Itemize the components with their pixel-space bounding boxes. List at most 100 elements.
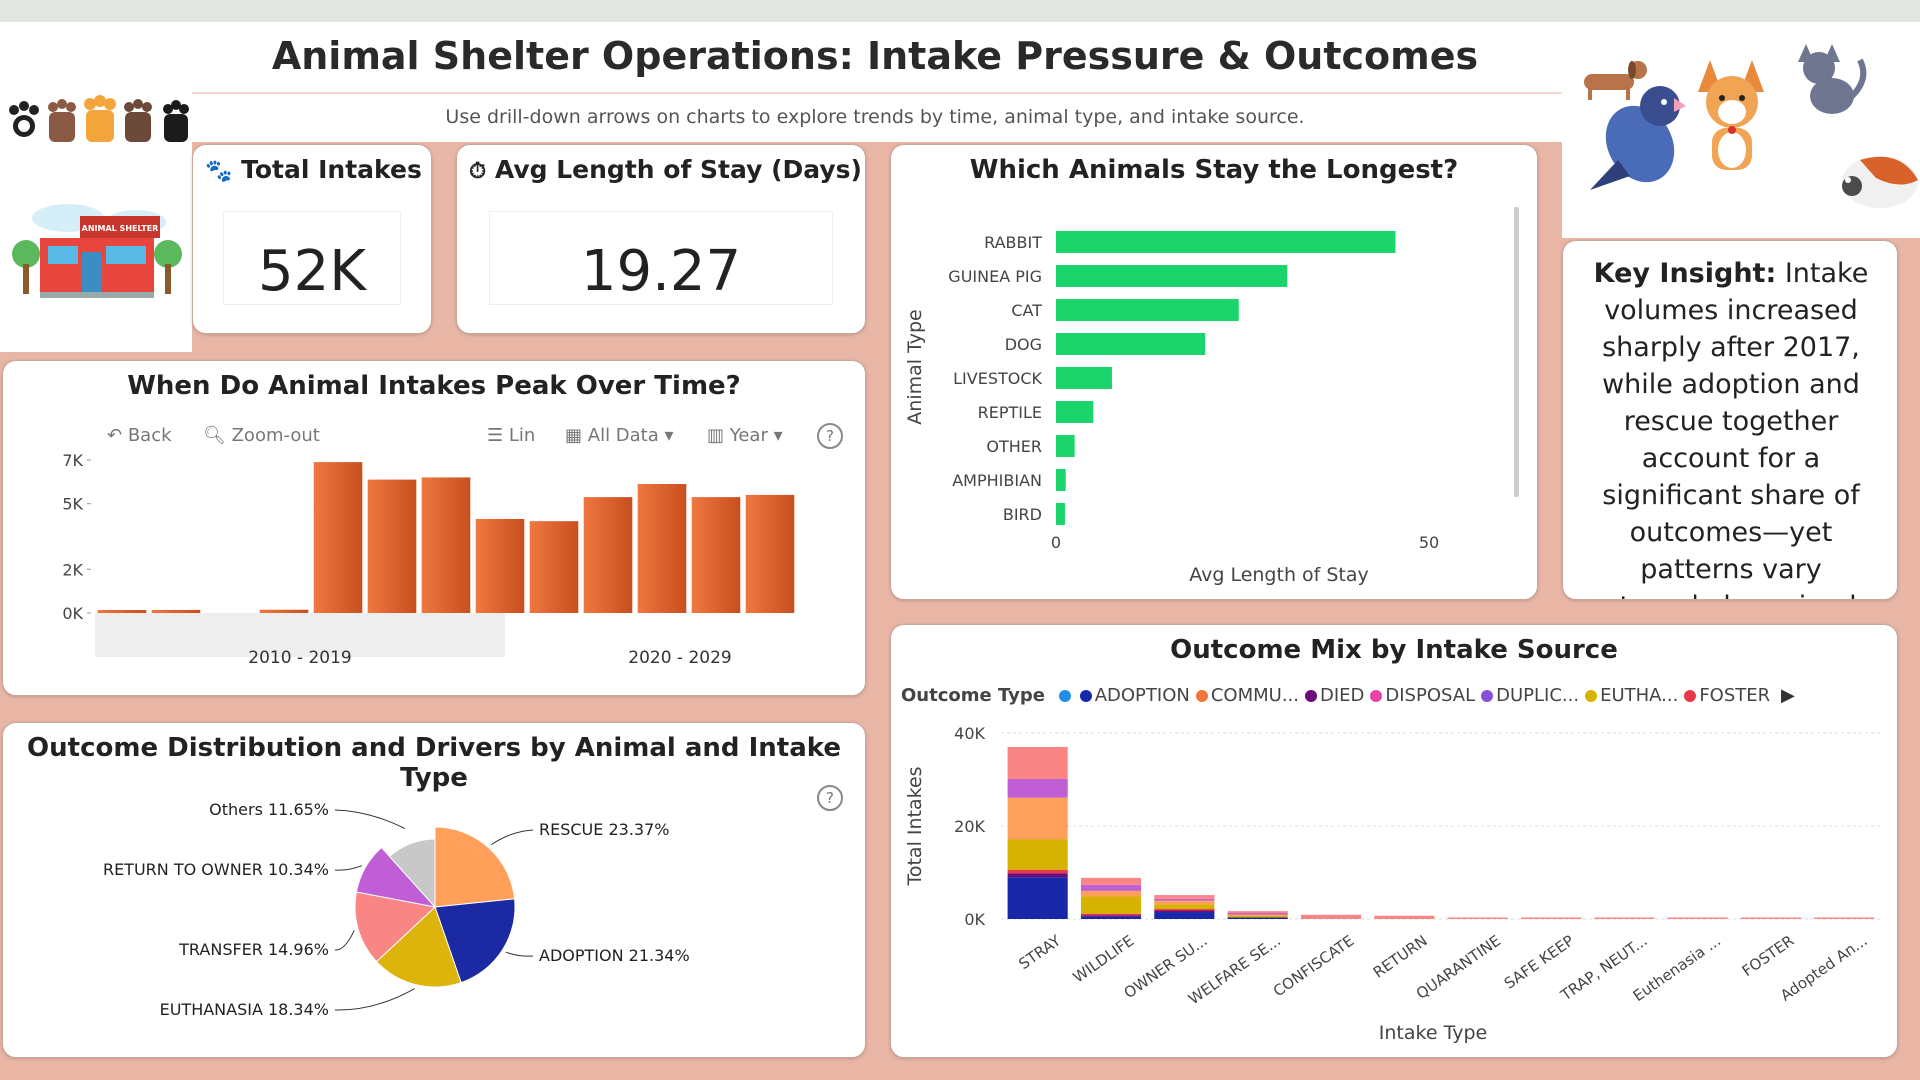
stay-bar[interactable] <box>1056 503 1065 525</box>
stay-bar[interactable] <box>1056 401 1094 423</box>
stacked-segment[interactable] <box>1154 912 1215 919</box>
legend-item[interactable]: DUPLIC... <box>1481 685 1579 706</box>
stacked-segment[interactable] <box>1154 895 1215 899</box>
pie-label: Others 11.65% <box>209 800 329 819</box>
stacked-segment[interactable] <box>1154 898 1215 901</box>
stay-bar[interactable] <box>1056 231 1396 253</box>
legend-item[interactable]: DISPOSAL <box>1370 685 1475 706</box>
paw-prints-illustration <box>9 95 189 142</box>
intake-bar[interactable] <box>367 479 417 613</box>
outcome-mix-card[interactable]: Outcome Mix by Intake Source Outcome Typ… <box>890 624 1898 1058</box>
length-of-stay-chart-card[interactable]: Which Animals Stay the Longest? RABBIT GU… <box>890 144 1538 600</box>
stacked-segment[interactable] <box>1007 746 1068 780</box>
stacked-segment[interactable] <box>1007 877 1068 919</box>
legend-item[interactable]: ADOPTION <box>1079 685 1190 706</box>
outcome-pie-chart[interactable]: RESCUE 23.37% ADOPTION 21.34% EUTHANASIA 1… <box>3 723 865 1057</box>
stacked-segment[interactable] <box>1007 797 1068 840</box>
intake-bar[interactable] <box>151 609 201 613</box>
stacked-segment[interactable] <box>1154 909 1215 911</box>
all-data-dropdown[interactable]: ▦ All Data ▾ <box>565 425 674 446</box>
linear-scale-button[interactable]: ☰ Lin <box>487 425 536 446</box>
pie-slice[interactable] <box>355 846 437 908</box>
stacked-segment[interactable] <box>1007 869 1068 874</box>
kpi-header: 🐾 Total Intakes <box>205 155 422 184</box>
pie-slice[interactable] <box>434 898 516 984</box>
stacked-segment[interactable] <box>1154 904 1215 910</box>
stacked-segment[interactable] <box>1520 917 1582 920</box>
stacked-segment[interactable] <box>1227 916 1288 918</box>
pie-slice[interactable] <box>434 826 516 908</box>
length-of-stay-bar-chart[interactable]: RABBIT GUINEA PIG CAT DOG LIVESTOCK REPTILE OT… <box>891 145 1537 599</box>
intake-bar[interactable] <box>313 462 363 613</box>
title-divider <box>192 92 1562 94</box>
outcome-distribution-card[interactable]: Outcome Distribution and Drivers by Anim… <box>2 722 866 1058</box>
stacked-segment[interactable] <box>1227 917 1288 920</box>
stacked-segment[interactable] <box>1080 884 1142 891</box>
stacked-segment[interactable] <box>1374 915 1435 919</box>
zoom-out-button[interactable]: 🔍︎ Zoom-out <box>203 425 320 446</box>
stay-bar[interactable] <box>1056 469 1066 491</box>
stacked-segment[interactable] <box>1300 914 1362 919</box>
stacked-segment[interactable] <box>1594 917 1655 920</box>
stacked-segment[interactable] <box>1080 877 1142 885</box>
legend-next-icon[interactable]: ▶ <box>1781 685 1795 706</box>
stacked-segment[interactable] <box>1154 910 1215 913</box>
stacked-segment[interactable] <box>1080 916 1142 919</box>
x-tick-label: RETURN <box>1370 932 1431 982</box>
stacked-segment[interactable] <box>1080 913 1142 916</box>
kpi-card-avg-length-of-stay[interactable]: ⏱ Avg Length of Stay (Days) 19.27 <box>456 144 866 334</box>
legend-label: DIED <box>1319 685 1365 706</box>
legend-item[interactable]: DIED <box>1304 685 1365 706</box>
stacked-segment[interactable] <box>1007 873 1068 878</box>
stacked-segment[interactable] <box>1227 914 1288 917</box>
pie-slice[interactable] <box>388 838 436 909</box>
y-axis-title: Animal Type <box>904 309 926 424</box>
stacked-segment[interactable] <box>1740 917 1802 920</box>
stacked-segment[interactable] <box>1007 839 1068 870</box>
stacked-segment[interactable] <box>1080 896 1142 914</box>
scrollbar[interactable] <box>1514 207 1519 497</box>
stay-bar[interactable] <box>1056 299 1239 321</box>
stay-bar[interactable] <box>1056 265 1288 287</box>
stacked-segment[interactable] <box>1227 911 1288 913</box>
legend-item[interactable]: FOSTER <box>1684 685 1770 706</box>
stacked-segment[interactable] <box>1080 890 1142 897</box>
y-tick-label: 0K <box>62 604 83 623</box>
stacked-segment[interactable] <box>1227 913 1288 915</box>
intake-bar[interactable] <box>691 497 741 613</box>
stacked-segment[interactable] <box>1080 915 1142 917</box>
stay-bar[interactable] <box>1056 435 1075 457</box>
stacked-segment[interactable] <box>1007 779 1068 798</box>
year-dropdown[interactable]: ▥ Year ▾ <box>707 425 783 446</box>
intake-bar[interactable] <box>529 521 579 613</box>
back-button[interactable]: ↶ Back <box>107 425 172 446</box>
stay-bar[interactable] <box>1056 333 1206 355</box>
help-button[interactable]: ? <box>817 423 843 449</box>
intake-bar[interactable] <box>421 477 471 613</box>
kpi-card-total-intakes[interactable]: 🐾 Total Intakes 52K <box>192 144 432 334</box>
pie-slice[interactable] <box>354 891 437 963</box>
help-button[interactable]: ? <box>817 785 843 811</box>
stay-bar[interactable] <box>1056 367 1112 389</box>
stacked-segment[interactable] <box>1667 917 1728 920</box>
intake-bar[interactable] <box>637 483 687 613</box>
stacked-segment[interactable] <box>1814 917 1875 920</box>
intake-bar[interactable] <box>259 609 309 613</box>
intake-time-chart-card[interactable]: When Do Animal Intakes Peak Over Time? ↶… <box>2 360 866 696</box>
legend-item[interactable]: COMMU... <box>1195 685 1299 706</box>
pie-slice[interactable] <box>375 906 462 988</box>
category-label: BIRD <box>1003 505 1042 524</box>
list-icon: ☰ <box>487 425 504 446</box>
intake-bar-chart[interactable]: 7K 5K 2K 0K 2010 - 2019 2020 - 2029 <box>3 361 865 695</box>
legend-item[interactable]: EUTHA... <box>1585 685 1678 706</box>
intake-bar[interactable] <box>475 518 525 613</box>
intake-bar[interactable] <box>97 610 147 613</box>
stacked-segment[interactable] <box>1447 917 1508 920</box>
legend-dot <box>1058 690 1071 702</box>
kpi-header: ⏱ Avg Length of Stay (Days) <box>469 155 862 184</box>
legend-item[interactable] <box>1058 685 1074 706</box>
intake-bar[interactable] <box>745 494 795 613</box>
intake-bar[interactable] <box>583 497 633 613</box>
stacked-segment[interactable] <box>1154 900 1215 905</box>
